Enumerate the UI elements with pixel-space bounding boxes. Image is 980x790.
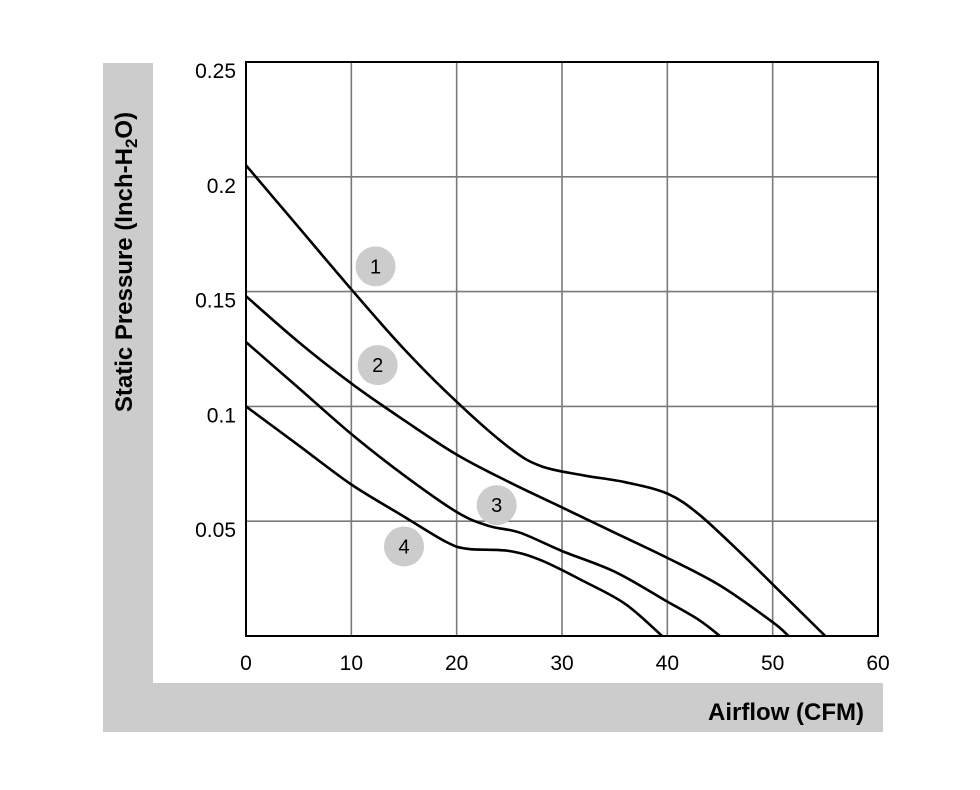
- plot-border: [245, 61, 879, 637]
- y-tick-label: 0.05: [195, 519, 236, 542]
- curve-marker-label-1: 1: [370, 256, 381, 278]
- grid: [246, 62, 878, 636]
- curve-marker-label-2: 2: [372, 355, 383, 377]
- curve-marker-1: [355, 246, 396, 287]
- x-tick-label: 50: [761, 652, 784, 675]
- y-tick-label: 0.15: [195, 290, 236, 313]
- x-tick-label: 10: [340, 652, 363, 675]
- y-tick-label: 0.25: [195, 60, 236, 83]
- curve-markers: 1 2 3 4: [355, 246, 517, 567]
- y-axis-label: Static Pressure (Inch-H2O): [111, 112, 141, 412]
- y-tick-label: 0.1: [207, 404, 236, 427]
- curve-marker-label-3: 3: [491, 495, 502, 517]
- x-axis-label: Airflow (CFM): [708, 699, 864, 726]
- y-tick-label: 0.2: [207, 175, 236, 198]
- series-line-2: [245, 295, 790, 637]
- x-tick-label: 30: [550, 652, 573, 675]
- series-line-1: [245, 164, 827, 637]
- series-group: [245, 164, 827, 638]
- series-line-3: [245, 341, 721, 638]
- curve-marker-3: [476, 485, 517, 526]
- axis-frame: [103, 63, 883, 732]
- curve-marker-2: [357, 345, 398, 386]
- curve-marker-4: [384, 526, 424, 567]
- y-axis-label-end: O): [111, 112, 138, 139]
- x-tick-label: 0: [240, 652, 252, 675]
- x-tick-label: 40: [656, 652, 679, 675]
- series-line-4: [245, 405, 663, 637]
- y-axis-label-main: Static Pressure (Inch-H: [111, 148, 138, 412]
- y-axis-label-subscript: 2: [122, 139, 141, 148]
- x-tick-label: 20: [445, 652, 468, 675]
- curve-marker-label-4: 4: [398, 536, 409, 558]
- x-tick-label: 60: [866, 652, 889, 675]
- tick-labels: 0 10 20 30 40 50 60 0.05 0.1 0.15 0.2 0.25: [195, 60, 890, 675]
